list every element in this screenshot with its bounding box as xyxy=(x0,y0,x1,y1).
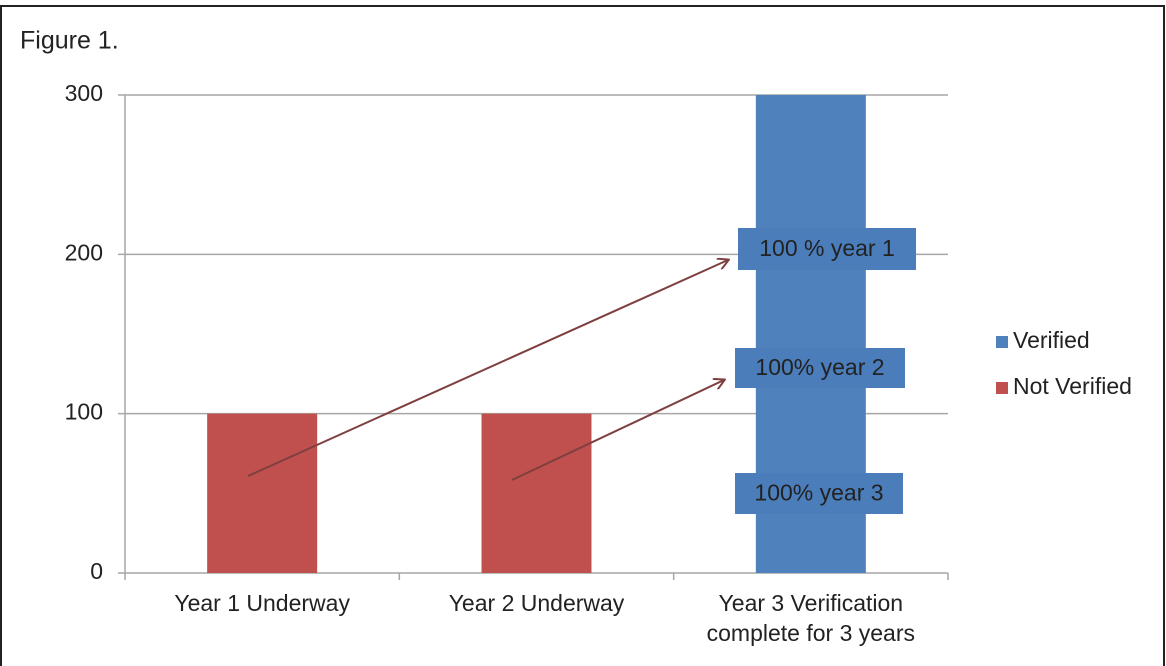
legend-swatch xyxy=(996,382,1008,394)
arrow xyxy=(511,380,724,481)
annotation-box xyxy=(735,473,903,514)
x-tick-label: Year 2 Underway xyxy=(449,590,625,616)
legend-swatch xyxy=(996,336,1008,348)
y-tick-label: 0 xyxy=(90,558,103,584)
annotation: 100% year 3 xyxy=(754,480,883,506)
y-tick-label: 200 xyxy=(65,239,103,265)
legend-label: Not Verified xyxy=(1013,373,1132,399)
bar xyxy=(207,413,318,573)
legend-label: Verified xyxy=(1013,327,1090,353)
chart-title: Figure 1. xyxy=(20,27,119,55)
y-tick-label: 300 xyxy=(65,80,103,106)
annotation-box xyxy=(735,348,905,388)
annotation: 100 % year 1 xyxy=(759,235,895,261)
y-tick-label: 100 xyxy=(65,399,103,425)
bar xyxy=(481,413,592,573)
x-tick-label: Year 3 Verification complete for 3 years xyxy=(707,590,915,646)
frame xyxy=(0,5,1165,666)
annotation-box xyxy=(738,228,916,270)
x-tick-label: Year 1 Underway xyxy=(174,590,350,616)
annotation: 100% year 2 xyxy=(755,354,884,380)
arrow xyxy=(247,260,728,477)
